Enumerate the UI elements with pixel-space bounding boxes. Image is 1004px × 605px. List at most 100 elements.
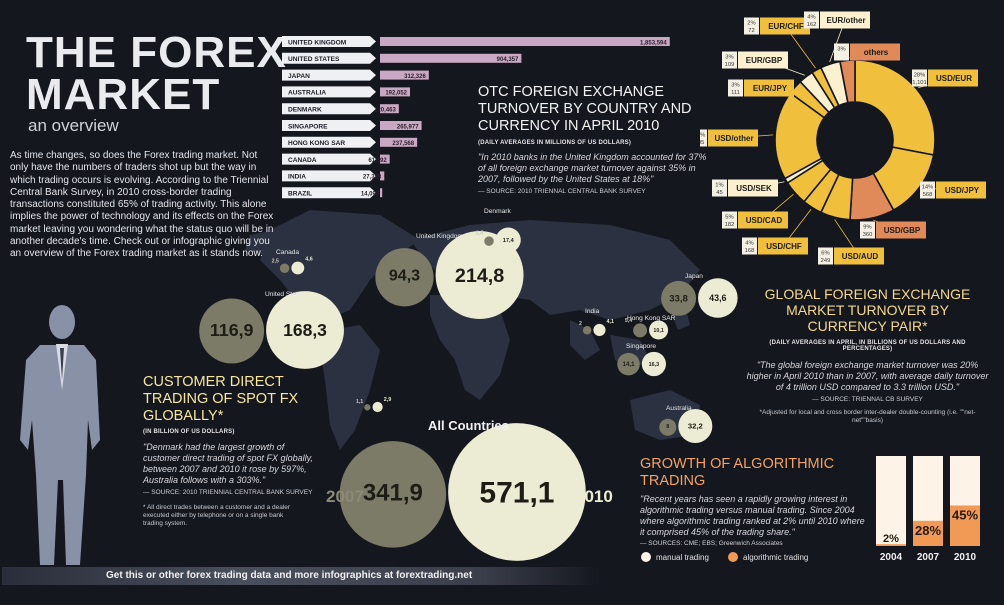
donut-label-box	[738, 51, 788, 69]
bubble-pair: 94,3 214,8 United Kingdom	[375, 231, 524, 319]
legend-manual-swatch	[641, 552, 651, 562]
year-2010-label: 2010	[575, 487, 613, 506]
bubble-2010-label: 16,3	[649, 362, 660, 368]
donut-slice	[854, 59, 936, 156]
bubble-2007-label: 94,3	[389, 267, 420, 285]
otc-row: BRAZIL 14,094	[282, 187, 383, 199]
donut-value-label: 182	[725, 222, 735, 228]
donut-value-label: 360	[863, 232, 873, 238]
otc-value-label: 61,892	[368, 158, 387, 164]
donut-pair-label: EUR/other	[826, 16, 865, 25]
donut-percent-label: 4%	[807, 15, 815, 21]
bubble-2007	[364, 404, 371, 411]
algo-value-label: 45%	[952, 508, 978, 523]
intro-paragraph: As time changes, so does the Forex tradi…	[10, 150, 274, 260]
bubble-2010-label: 32,2	[688, 422, 703, 431]
legend-algo-swatch	[728, 552, 738, 562]
customer-section: CUSTOMER DIRECT TRADING OF SPOT FX GLOBA…	[143, 374, 313, 528]
bubble-2010-label: 4,6	[305, 257, 313, 263]
pair-quote: "The global foreign exchange market turn…	[746, 360, 989, 392]
otc-row: JAPAN 312,326	[282, 69, 429, 81]
donut-percent-box	[920, 181, 935, 199]
donut-label-group: USD/GBP 9%360	[860, 219, 926, 239]
customer-title: CUSTOMER DIRECT TRADING OF SPOT FX GLOBA…	[143, 374, 299, 424]
otc-value-label: 27,388	[363, 175, 382, 181]
otc-title: OTC FOREIGN EXCHANGE TURNOVER BY COUNTRY…	[478, 84, 692, 134]
footer-link[interactable]: Get this or other forex trading data and…	[106, 570, 473, 581]
donut-percent-label: 3%	[837, 47, 845, 53]
bubble-pair: 116,9 168,3 United States	[199, 291, 344, 369]
all-countries-label: All Countries	[428, 418, 509, 433]
otc-country-label: BRAZIL	[288, 191, 312, 198]
donut-pair-label: EUR/CHF	[768, 22, 804, 31]
otc-bar	[380, 171, 385, 181]
bubble-country-label: United States	[265, 291, 305, 298]
bubble-2007	[339, 441, 447, 548]
algo-value-label: 2%	[883, 533, 899, 545]
otc-country-label: CANADA	[288, 157, 317, 164]
donut-label-group: USD/EUR 28%1,101	[912, 69, 978, 89]
otc-country-label: SINGAPORE	[288, 123, 328, 130]
donut-label-box	[758, 237, 808, 255]
donut-hole	[818, 103, 892, 177]
donut-pair-label: USD/EUR	[936, 74, 972, 83]
customer-units: (IN BILLION OF US DOLLARS)	[143, 429, 235, 435]
donut-label-box	[834, 247, 884, 265]
bubble-country-label: Denmark	[484, 208, 511, 215]
algo-algorithmic-bar	[950, 505, 980, 546]
donut-pair-label: USD/JPY	[945, 186, 980, 195]
algo-algorithmic-bar	[913, 520, 943, 546]
legend-algo-label: algorithmic trading	[743, 552, 809, 562]
otc-bar	[380, 87, 411, 97]
bubble-2010	[435, 231, 524, 319]
bubble-2007	[375, 248, 434, 307]
bubble-2007-label: 33,8	[669, 293, 688, 304]
donut-label-box	[850, 43, 900, 61]
otc-country-label: JAPAN	[288, 73, 310, 80]
bubble-2010	[649, 320, 669, 340]
bubble-2010-label: 214,8	[455, 265, 504, 287]
donut-percent-label: 14%	[922, 185, 934, 191]
otc-source: — SOURCE: 2010 TRIENNAL CENTRAL BANK SUR…	[478, 188, 646, 195]
donut-label-group: USD/other 18%705	[700, 129, 774, 147]
donut-percent-box	[742, 237, 757, 255]
donut-value-label: 705	[700, 140, 704, 146]
donut-label-group: USD/CAD 5%182	[722, 193, 794, 229]
donut-percent-box	[860, 221, 875, 239]
otc-value-label: 1,853,594	[640, 40, 667, 46]
donut-label-box	[728, 179, 778, 197]
bubble-country-label: Japan	[685, 273, 703, 280]
bubble-2007-label: 341,9	[363, 479, 423, 506]
algo-algorithmic-bar	[876, 544, 906, 546]
bubble-2010	[266, 291, 344, 369]
donut-label-box	[708, 129, 758, 147]
algo-manual-bar	[876, 456, 906, 546]
bubble-country-label: Australia	[666, 405, 692, 412]
bubble-2007-label: 2,5	[272, 258, 279, 264]
algo-bar-group: 45% 2010	[950, 456, 980, 563]
donut-label-box	[820, 11, 870, 29]
donut-label-group: others 3%	[834, 43, 900, 61]
bubble-pair: 1,1 2,9	[356, 397, 391, 413]
donut-label-box	[744, 79, 794, 97]
donut-percent-box	[700, 129, 707, 147]
donut-percent-label: 9%	[863, 225, 871, 231]
bubble-2010	[698, 278, 738, 318]
donut-label-group: USD/SEK 1%45	[712, 179, 785, 197]
donut-pair-label: USD/other	[714, 134, 753, 143]
algo-year-label: 2010	[954, 552, 977, 563]
pair-footnote: *Adjusted for local and cross border int…	[759, 409, 976, 424]
otc-row: UNITED KINGDOM 1,853,594	[282, 36, 670, 47]
otc-country-label: HONG KONG SAR	[288, 140, 345, 147]
otc-section: OTC FOREIGN EXCHANGE TURNOVER BY COUNTRY…	[478, 84, 708, 195]
bubble-2007	[484, 236, 494, 246]
otc-bar	[380, 154, 390, 164]
donut-value-label: 109	[725, 62, 735, 68]
bubble-2007	[659, 418, 677, 436]
donut-label-box	[738, 211, 788, 229]
otc-country-label: DENMARK	[288, 107, 322, 114]
bubble-2010	[372, 401, 383, 413]
donut-pair-label: USD/GBP	[884, 226, 921, 235]
donut-percent-label: 28%	[914, 73, 926, 79]
